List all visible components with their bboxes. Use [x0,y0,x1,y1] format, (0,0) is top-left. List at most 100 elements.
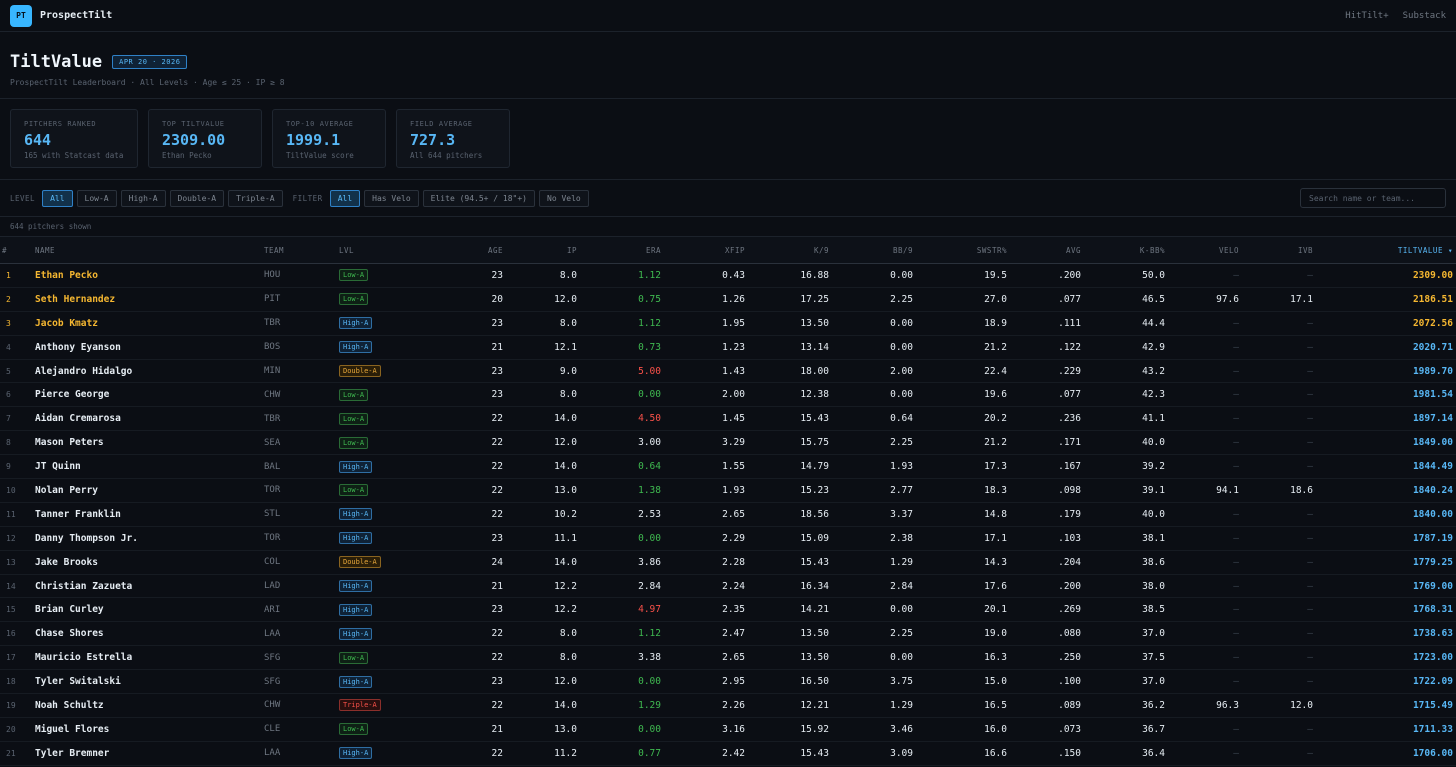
filter-chip-elite[interactable]: Elite (94.5+ / 18"+) [422,189,535,207]
cell-name[interactable]: Ethan Pecko [35,269,98,281]
col-header-kbb[interactable]: K-BB% [1139,245,1165,255]
table-row[interactable]: 14 Christian Zazueta LAD High-A 21 12.2 2.84 2.… [0,574,1456,598]
cell-tiltvalue: 1897.14 [1412,413,1453,425]
cell-name[interactable]: Mason Peters [35,437,104,449]
cell-lvl: High-A [339,502,439,526]
table-row[interactable]: 10 Nolan Perry TOR Low-A 22 13.0 1.38 1.93 15.23… [0,479,1456,503]
cell-velo: 94.1 [1216,484,1239,496]
cell-name[interactable]: Mauricio Estrella [35,652,133,664]
cell-name[interactable]: Noah Schultz [35,699,104,711]
cell-name[interactable]: Brian Curley [35,604,104,616]
col-header-avg[interactable]: AVG [1065,245,1081,255]
level-filter-label: LEVEL [10,193,36,203]
cell-name[interactable]: Danny Thompson Jr. [35,532,138,544]
table-row[interactable]: 2 Seth Hernandez PIT Low-A 20 12.0 0.75 1.26 17.… [0,287,1456,312]
level-chip-high-a[interactable]: High-A [120,189,166,207]
table-row[interactable]: 5 Alejandro Hidalgo MIN Double-A 23 9.0 5.00 1.… [0,359,1456,383]
nav-link-substack[interactable]: Substack [1402,10,1446,21]
cell-team: TBR [264,318,281,329]
cell-name[interactable]: Jacob Kmatz [35,317,98,329]
cell-name[interactable]: JT Quinn [35,461,81,473]
cell-velo: – [1233,461,1239,473]
cell-name[interactable]: Tanner Franklin [35,508,121,520]
col-header-tiltvalue[interactable]: TILTVALUE ▾ [1397,245,1453,255]
table-row[interactable]: 9 JT Quinn BAL High-A 22 14.0 0.64 1.55 14.79 1.9… [0,455,1456,479]
table-row[interactable]: 20 Miguel Flores CLE Low-A 21 13.0 0.00 3.16 15.… [0,717,1456,742]
table-row[interactable]: 12 Danny Thompson Jr. TOR High-A 23 11.1 0.00 2… [0,526,1456,551]
cell-tiltvalue: 1723.00 [1412,652,1453,664]
col-header-swstr[interactable]: SWSTR% [976,245,1007,255]
level-chip-low-a[interactable]: Low-A [76,189,117,207]
table-row[interactable]: 8 Mason Peters SEA Low-A 22 12.0 3.00 3.29 15.75… [0,431,1456,455]
col-header-era[interactable]: ERA [645,245,661,255]
table-row[interactable]: 16 Chase Shores LAA High-A 22 8.0 1.12 2.47 13.5… [0,622,1456,646]
logo-badge[interactable]: PT [10,4,32,27]
search-input[interactable] [1300,188,1446,208]
cell-swstr: 15.0 [984,676,1007,688]
cell-k9: 15.43 [800,413,829,425]
cell-bb9: 0.00 [890,389,913,401]
table-row[interactable]: 1 Ethan Pecko HOU Low-A 23 8.0 1.12 0.43 16.88 0.… [0,264,1456,288]
col-header-lvl[interactable]: LVL [339,245,355,255]
cell-name[interactable]: Aidan Cremarosa [35,413,121,425]
cell-k9: 15.92 [800,723,829,735]
col-header-name[interactable]: NAME [35,245,56,255]
filter-chip-has-velo[interactable]: Has Velo [364,189,419,207]
cell-swstr: 22.4 [984,365,1007,377]
filter-chip-no-velo[interactable]: No Velo [539,189,589,207]
cell-bb9: 3.46 [890,723,913,735]
cell-name[interactable]: Tyler Switalski [35,676,121,688]
cell-name[interactable]: Anthony Eyanson [35,341,121,353]
cell-kbb: 38.5 [1142,604,1165,616]
table-row[interactable]: 19 Noah Schultz CHW Triple-A 22 14.0 1.29 2.26 1… [0,694,1456,718]
nav-link-hittilt[interactable]: HitTilt+ [1345,10,1389,21]
table-row[interactable]: 6 Pierce George CHW Low-A 23 8.0 0.00 2.00 12.38… [0,383,1456,407]
cell-name[interactable]: Pierce George [35,389,110,401]
table-row[interactable]: 18 Tyler Switalski SFG High-A 23 12.0 0.00 2.95… [0,670,1456,694]
table-row[interactable]: 13 Jake Brooks COL Double-A 24 14.0 3.86 2.28 15… [0,550,1456,575]
col-header-ip[interactable]: IP [566,245,577,255]
col-header-k9[interactable]: K/9 [813,245,829,255]
level-chip-all[interactable]: All [42,189,73,207]
cell-name[interactable]: Seth Hernandez [35,293,116,305]
table-row[interactable]: 17 Mauricio Estrella SFG Low-A 22 8.0 3.38 2.65… [0,646,1456,670]
cell-age: 23 [491,532,503,544]
cell-name[interactable]: Alejandro Hidalgo [35,365,133,377]
table-row[interactable]: 7 Aidan Cremarosa TBR Low-A 22 14.0 4.50 1.45 15… [0,407,1456,431]
col-header-rank[interactable]: # [2,245,8,255]
cell-velo: – [1233,365,1239,377]
cell-ivb: – [1307,317,1313,329]
col-header-age[interactable]: AGE [487,245,503,255]
table-row[interactable]: 3 Jacob Kmatz TBR High-A 23 8.0 1.12 1.95 13.50 0… [0,311,1456,336]
cell-bb9: 0.00 [890,317,913,329]
col-header-xfip[interactable]: XFIP [724,245,745,255]
table-row[interactable]: 21 Tyler Bremner LAA High-A 22 11.2 0.77 2.42 15… [0,741,1456,766]
col-header-team[interactable]: TEAM [264,245,285,255]
cell-kbb: 36.7 [1142,723,1165,735]
cell-swstr: 21.2 [984,341,1007,353]
col-header-bb9[interactable]: BB/9 [892,245,913,255]
filter-chip-all[interactable]: All [329,189,361,207]
cell-name[interactable]: Chase Shores [35,628,104,640]
cell-ivb: – [1307,628,1313,640]
cell-rank: 11 [6,509,16,519]
cell-ip: 8.0 [559,389,577,401]
cell-rank: 10 [6,485,16,495]
col-header-velo[interactable]: VELO [1218,245,1239,255]
table-row[interactable]: 11 Tanner Franklin STL High-A 22 10.2 2.53 2.65… [0,502,1456,527]
cell-name[interactable]: Nolan Perry [35,484,98,496]
cell-lvl: Triple-A [339,694,439,718]
cell-name[interactable]: Jake Brooks [35,556,98,568]
cell-name[interactable]: Tyler Bremner [35,747,110,759]
cell-kbb: 43.2 [1142,365,1165,377]
table-row[interactable]: 4 Anthony Eyanson BOS High-A 21 12.1 0.73 1.23 1… [0,335,1456,360]
cell-team: SEA [264,437,281,448]
level-chip-double-a[interactable]: Double-A [169,189,225,207]
brand-name[interactable]: ProspectTilt [40,10,113,21]
cell-name[interactable]: Miguel Flores [35,723,110,735]
col-header-ivb[interactable]: IVB [1297,245,1313,255]
cell-rank: 18 [6,677,16,687]
cell-name[interactable]: Christian Zazueta [35,580,133,592]
table-row[interactable]: 15 Brian Curley ARI High-A 23 12.2 4.97 2.35 14.… [0,598,1456,622]
level-chip-triple-a[interactable]: Triple-A [228,189,283,207]
